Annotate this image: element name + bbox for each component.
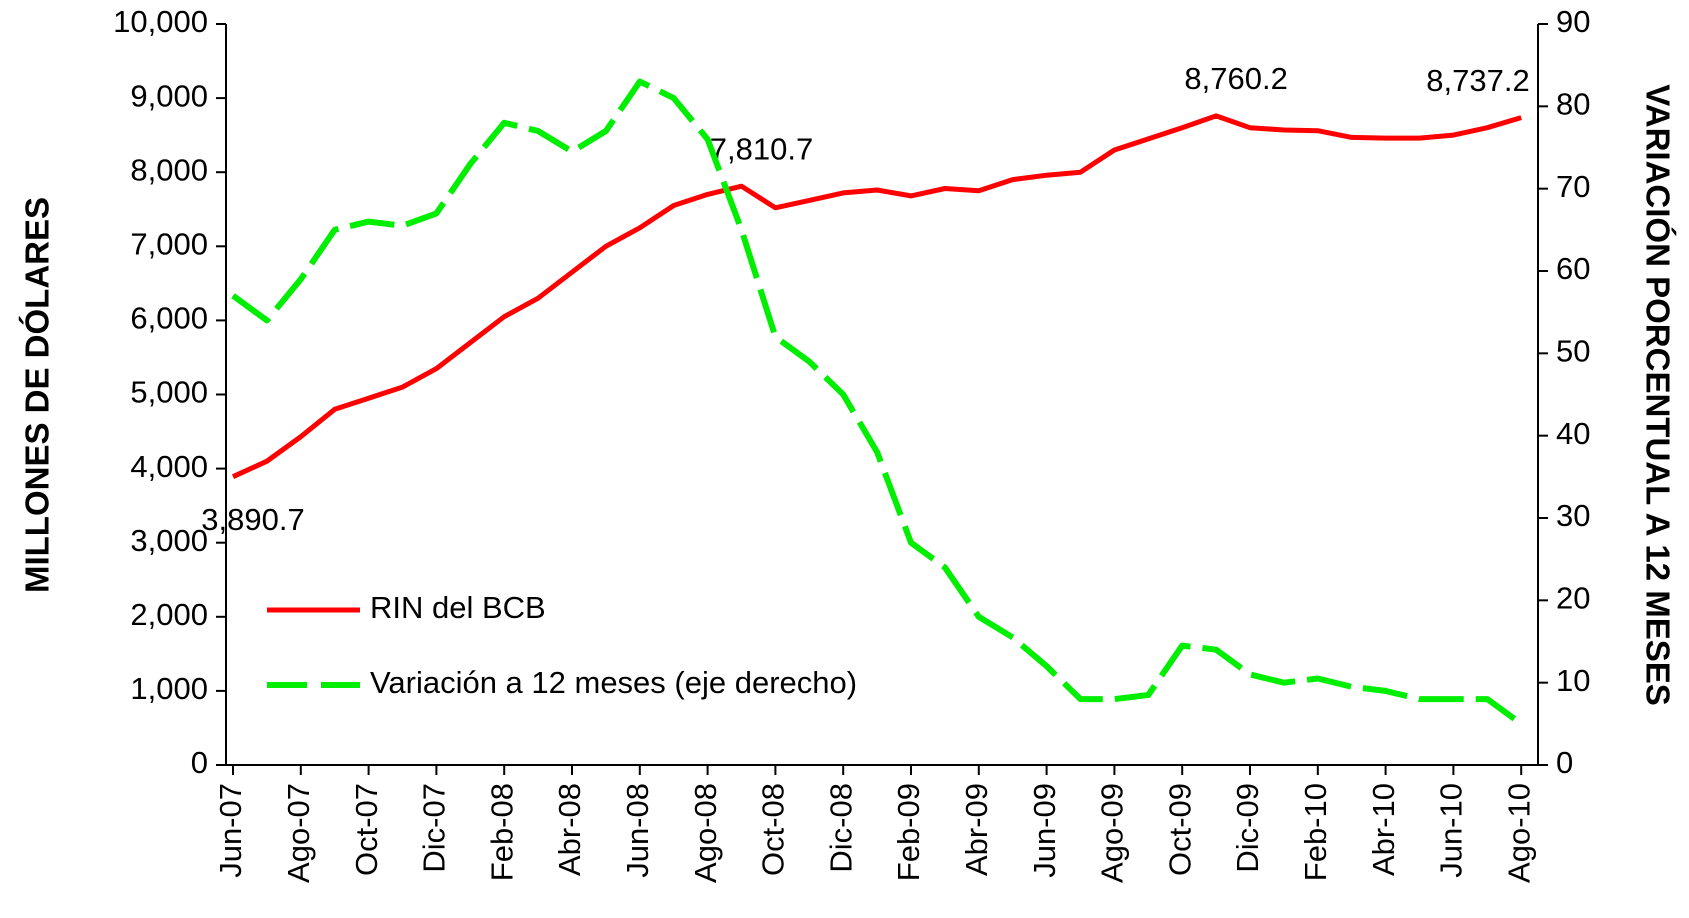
data-label: 8,760.2 (1184, 61, 1287, 96)
x-tick-label: Ago-07 (281, 783, 316, 883)
x-tick-label: Abr-09 (959, 783, 994, 876)
y2-tick-label: 70 (1556, 169, 1590, 204)
y-tick-label: 4,000 (130, 449, 208, 484)
y2-axis-title: VARIACIÓN PORCENTUAL A 12 MESES (1639, 84, 1676, 706)
y2-tick-label: 20 (1556, 581, 1590, 616)
x-tick-label: Jun-10 (1434, 783, 1469, 878)
x-tick-label: Jun-08 (620, 783, 655, 878)
y-tick-label: 2,000 (130, 597, 208, 632)
x-tick-label: Feb-08 (484, 783, 519, 881)
y2-tick-label: 50 (1556, 334, 1590, 369)
legend-label: RIN del BCB (370, 590, 546, 625)
y-tick-label: 1,000 (130, 671, 208, 706)
y-tick-label: 5,000 (130, 375, 208, 410)
data-label: 8,737.2 (1426, 63, 1529, 98)
y2-tick-label: 10 (1556, 663, 1590, 698)
series-line (231, 113, 1522, 479)
y2-tick-label: 40 (1556, 416, 1590, 451)
y-tick-label: 8,000 (130, 152, 208, 187)
y-tick-label: 3,000 (130, 523, 208, 558)
y2-tick-label: 80 (1556, 87, 1590, 122)
x-tick-label: Dic-09 (1230, 783, 1265, 873)
data-label: 7,810.7 (710, 131, 813, 166)
y-tick-label: 0 (191, 745, 208, 780)
y-tick-label: 10,000 (113, 4, 208, 39)
x-tick-label: Oct-07 (349, 783, 384, 876)
x-tick-label: Oct-08 (756, 783, 791, 876)
x-tick-label: Jun-09 (1027, 783, 1062, 878)
x-tick-label: Abr-10 (1366, 783, 1401, 876)
data-label: 3,890.7 (201, 502, 304, 537)
x-tick-label: Jun-07 (213, 783, 248, 878)
y2-tick-label: 60 (1556, 251, 1590, 286)
x-tick-label: Feb-10 (1298, 783, 1333, 881)
legend-label: Variación a 12 meses (eje derecho) (370, 665, 857, 700)
x-tick-label: Ago-09 (1095, 783, 1130, 883)
y2-tick-label: 30 (1556, 498, 1590, 533)
y-tick-label: 9,000 (130, 78, 208, 113)
x-tick-label: Oct-09 (1162, 783, 1197, 876)
x-tick-label: Dic-08 (823, 783, 858, 873)
x-tick-label: Ago-08 (688, 783, 723, 883)
series-line (231, 78, 1523, 727)
y-tick-label: 7,000 (130, 226, 208, 261)
x-tick-label: Dic-07 (417, 783, 452, 873)
x-tick-label: Ago-10 (1501, 783, 1536, 883)
y-tick-label: 6,000 (130, 301, 208, 336)
y2-tick-label: 0 (1556, 745, 1573, 780)
x-tick-label: Abr-08 (552, 783, 587, 876)
y-axis-title: MILLONES DE DÓLARES (19, 197, 56, 593)
x-tick-label: Feb-09 (891, 783, 926, 881)
y2-tick-label: 90 (1556, 4, 1590, 39)
